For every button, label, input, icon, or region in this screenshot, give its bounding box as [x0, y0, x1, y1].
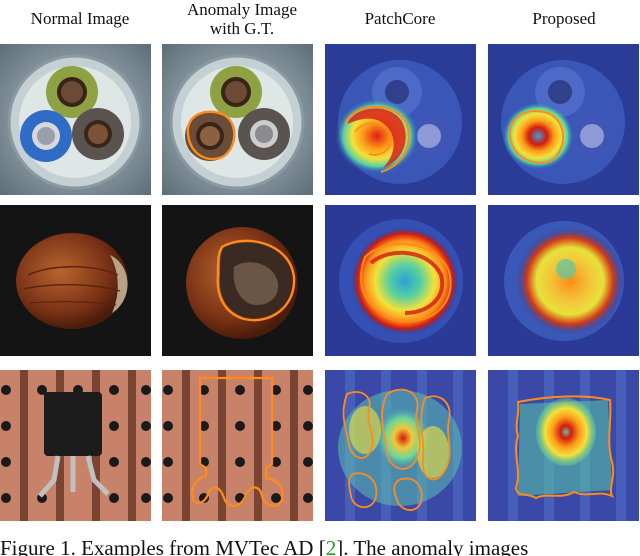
- transistor-patchcore-heatmap: [325, 370, 476, 521]
- column-title: Proposed: [532, 9, 596, 28]
- column-title-line2: with G.T.: [209, 19, 275, 38]
- caption-reference-link[interactable]: 2: [325, 536, 337, 556]
- column-header-proposed: Proposed: [484, 9, 640, 28]
- caption-suffix: ]. The anomaly images: [336, 536, 529, 556]
- column-title: Normal Image: [30, 9, 130, 28]
- cable-anomaly-image: [162, 44, 313, 195]
- hazelnut-anomaly-image: [162, 205, 313, 356]
- cable-patchcore-heatmap: [325, 44, 476, 195]
- column-header-patchcore: PatchCore: [320, 9, 480, 28]
- transistor-anomaly-image: [162, 370, 313, 521]
- transistor-proposed-heatmap: [488, 370, 639, 521]
- column-header-anomaly: Anomaly Image with G.T.: [162, 0, 322, 38]
- hazelnut-proposed-heatmap: [488, 205, 639, 356]
- column-title: PatchCore: [364, 9, 436, 28]
- transistor-normal-image: [0, 370, 151, 521]
- figure-caption: Figure 1. Examples from MVTec AD [2]. Th…: [0, 533, 640, 556]
- cable-proposed-heatmap: [488, 44, 639, 195]
- column-title: Anomaly Image: [187, 0, 297, 19]
- column-header-normal: Normal Image: [0, 9, 160, 28]
- hazelnut-patchcore-heatmap: [325, 205, 476, 356]
- cable-normal-image: [0, 44, 151, 195]
- hazelnut-normal-image: [0, 205, 151, 356]
- caption-prefix: Figure 1. Examples from MVTec AD [: [0, 536, 326, 556]
